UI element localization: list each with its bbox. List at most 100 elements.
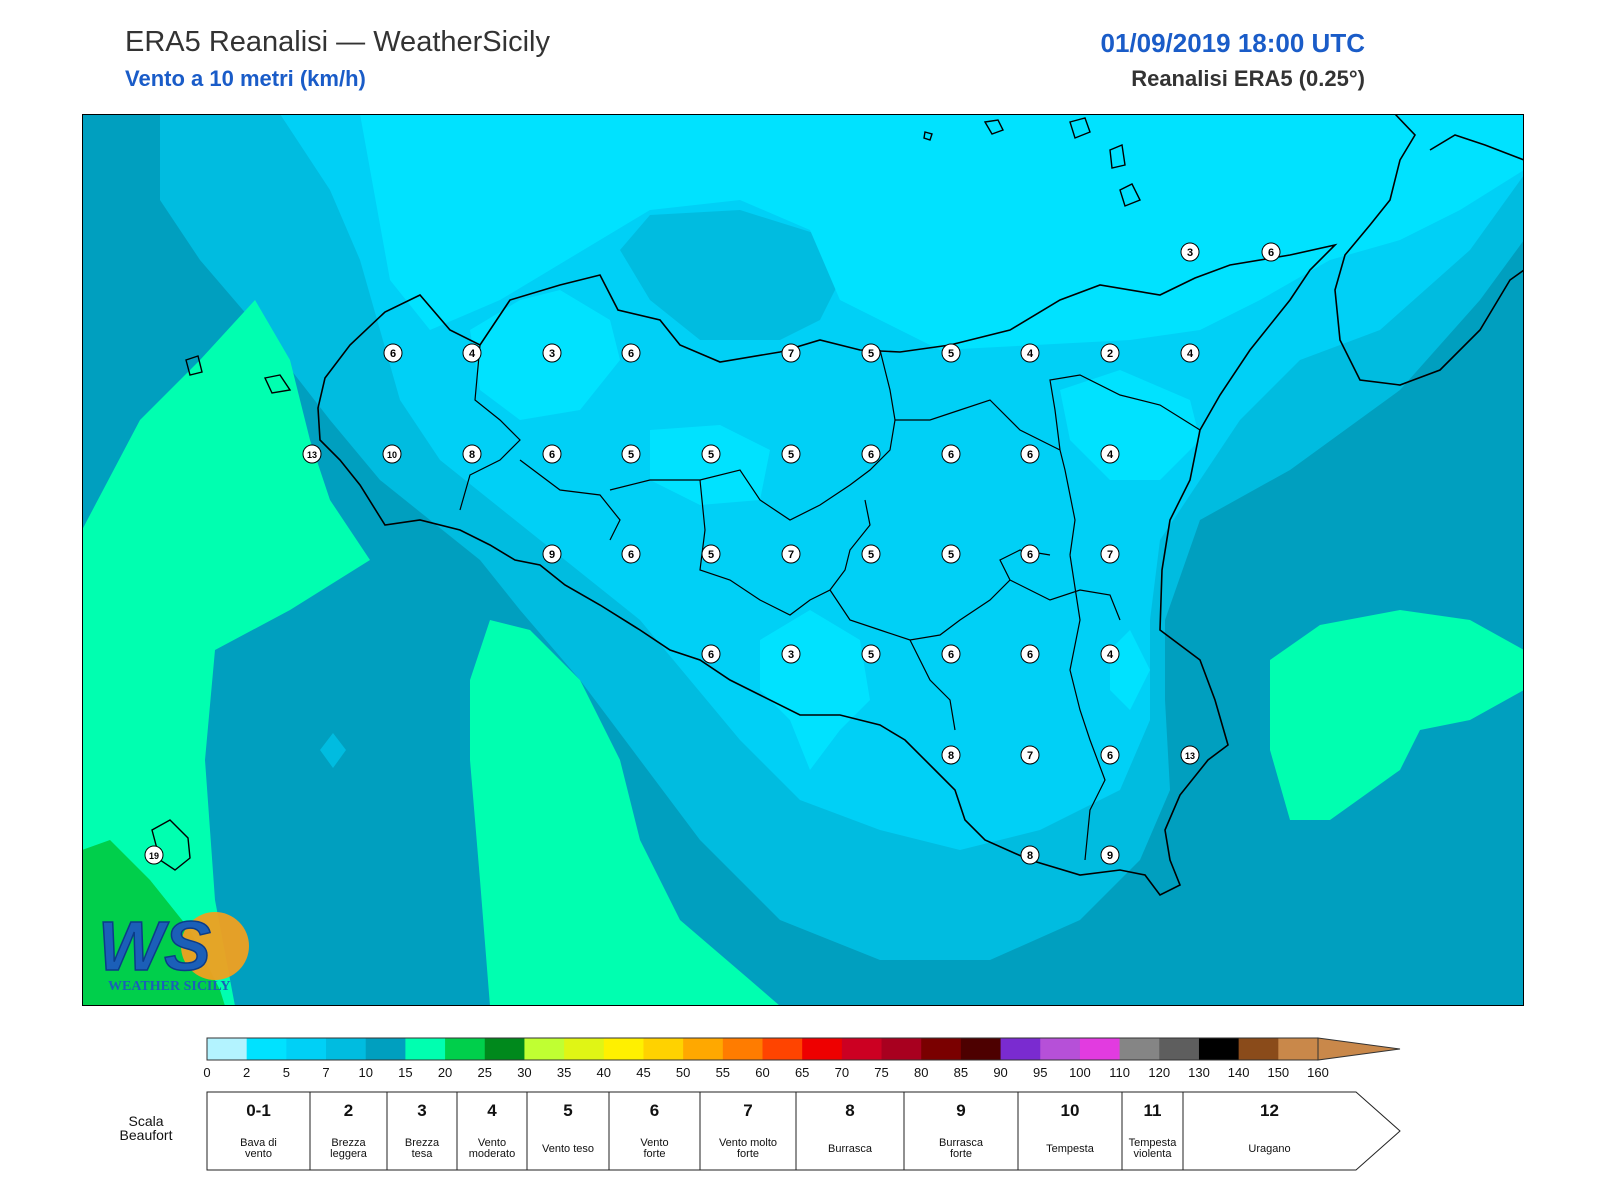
- station-marker: 8: [462, 444, 482, 464]
- station-value: 8: [469, 449, 475, 461]
- station-value: 5: [868, 649, 874, 661]
- station-marker: 6: [621, 544, 641, 564]
- station-value: 3: [549, 348, 555, 360]
- beaufort-class: 5 Vento teso: [526, 1091, 610, 1171]
- station-marker: 4: [1020, 343, 1040, 363]
- station-circle: [941, 544, 961, 564]
- station-circle: [462, 343, 482, 363]
- station-circle: [861, 444, 881, 464]
- beaufort-class: 8 Burrasca: [795, 1091, 905, 1171]
- beaufort-box: [456, 1091, 528, 1171]
- colorbar-tick-label: 0: [203, 1065, 210, 1080]
- beaufort-number: 0-1: [246, 1101, 271, 1120]
- beaufort-number: 10: [1061, 1101, 1080, 1120]
- colorbar-swatch: [1159, 1038, 1200, 1060]
- station-marker: 5: [781, 444, 801, 464]
- station-value: 4: [469, 348, 476, 360]
- beaufort-desc: forte: [950, 1148, 972, 1160]
- province-borders: [459, 344, 1201, 861]
- colorbar-swatch: [603, 1038, 644, 1060]
- colorbar-swatch: [1040, 1038, 1081, 1060]
- beaufort-desc: forte: [643, 1148, 665, 1160]
- station-circle: [542, 444, 562, 464]
- valid-datetime: 01/09/2019 18:00 UTC: [1100, 28, 1365, 58]
- colorbar-swatch: [762, 1038, 803, 1060]
- station-value: 6: [1107, 750, 1113, 762]
- station-marker: 6: [542, 444, 562, 464]
- beaufort-box: [903, 1091, 1019, 1171]
- colorbar-tick-label: 10: [358, 1065, 372, 1080]
- station-value: 6: [549, 449, 555, 461]
- station-marker: 6: [1100, 745, 1120, 765]
- colorbar-swatch: [365, 1038, 406, 1060]
- station-marker: 5: [861, 343, 881, 363]
- beaufort-desc: Vento: [640, 1137, 668, 1149]
- station-value: 4: [1187, 348, 1194, 360]
- colorbar-swatch: [445, 1038, 486, 1060]
- beaufort-class: 12 Uragano: [1182, 1091, 1401, 1171]
- station-value: 5: [868, 348, 874, 360]
- field-2-5-top: [360, 114, 1524, 350]
- beaufort-number: 4: [487, 1101, 497, 1120]
- colorbar-tick-label: 95: [1033, 1065, 1047, 1080]
- beaufort-desc: moderato: [469, 1148, 515, 1160]
- station-value: 2: [1107, 348, 1113, 360]
- station-marker: 6: [621, 343, 641, 363]
- station-value: 5: [708, 549, 714, 561]
- station-circle: [1100, 544, 1120, 564]
- station-marker: 5: [701, 544, 721, 564]
- beaufort-desc: Brezza: [331, 1137, 366, 1149]
- beaufort-label-line2: Beaufort: [120, 1127, 173, 1143]
- beaufort-desc: Bava di: [240, 1137, 277, 1149]
- station-marker: 6: [941, 444, 961, 464]
- station-value: 5: [708, 449, 714, 461]
- station-value: 7: [1107, 549, 1113, 561]
- station-marker: 3: [542, 343, 562, 363]
- field-15-20-east: [1270, 610, 1524, 820]
- beaufort-desc: Tempesta: [1129, 1137, 1178, 1149]
- beaufort-class: 10 Tempesta: [1017, 1091, 1123, 1171]
- colorbar-tick-label: 110: [1109, 1065, 1130, 1080]
- colorbar-tick-label: 2: [243, 1065, 250, 1080]
- field-2-5-ne: [1060, 370, 1200, 480]
- station-marker: 9: [542, 544, 562, 564]
- colorbar-swatch: [1198, 1038, 1240, 1060]
- station-marker: 4: [1180, 343, 1200, 363]
- station-circle: [1100, 745, 1120, 765]
- beaufort-box: [608, 1091, 701, 1171]
- beaufort-desc: violenta: [1134, 1148, 1173, 1160]
- station-marker: 5: [701, 444, 721, 464]
- station-value: 6: [1268, 247, 1274, 259]
- station-marker: 6: [861, 444, 881, 464]
- station-circle: [941, 644, 961, 664]
- station-circle: [701, 644, 721, 664]
- station-marker: 19: [144, 845, 164, 865]
- station-marker: 7: [1020, 745, 1040, 765]
- map-title: ERA5 Reanalisi — WeatherSicily: [125, 26, 550, 58]
- station-marker: 6: [941, 644, 961, 664]
- station-marker: 5: [861, 644, 881, 664]
- station-circle: [1100, 845, 1120, 865]
- colorbar-swatch: [643, 1038, 684, 1060]
- station-value: 4: [1027, 348, 1034, 360]
- beaufort-number: 2: [344, 1101, 353, 1120]
- station-circle: [701, 544, 721, 564]
- station-value: 6: [948, 449, 954, 461]
- station-marker: 7: [781, 544, 801, 564]
- station-marker: 4: [462, 343, 482, 363]
- colorbar-swatch: [1238, 1038, 1279, 1060]
- station-value: 10: [387, 450, 397, 460]
- beaufort-number: 6: [650, 1101, 659, 1120]
- station-circle: [941, 444, 961, 464]
- beaufort-desc: Vento molto: [719, 1137, 777, 1149]
- station-circle: [1180, 745, 1200, 765]
- station-marker: 5: [861, 544, 881, 564]
- beaufort-box: [1017, 1091, 1123, 1171]
- station-value: 3: [788, 649, 794, 661]
